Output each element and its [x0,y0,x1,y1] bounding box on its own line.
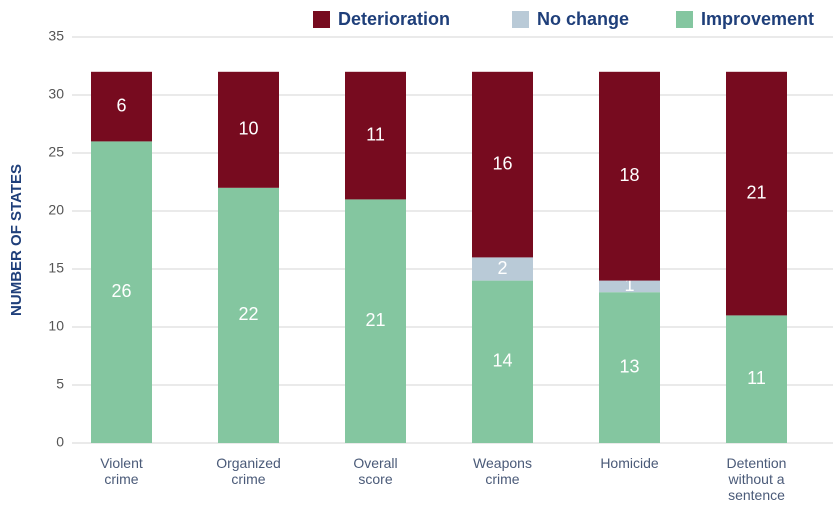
bar-segment [726,315,787,443]
data-label: 11 [747,368,766,388]
y-tick-label: 35 [48,28,64,44]
data-label: 6 [116,95,126,115]
y-tick-label: 10 [48,318,64,334]
bar-segment [91,141,152,443]
data-label: 21 [746,182,766,202]
bar-segment [472,280,533,443]
legend-swatch [676,11,693,28]
x-tick-label: Violent crime [100,455,143,487]
y-tick-label: 25 [48,144,64,160]
bar-segment [472,257,533,281]
y-tick-label: 30 [48,86,64,102]
legend-label: Improvement [701,9,814,29]
data-label: 16 [492,153,512,173]
data-label: 21 [365,310,385,330]
data-label: 14 [492,351,512,371]
data-label: 2 [497,258,507,278]
x-tick-label: Overall score [353,455,398,487]
legend-swatch [313,11,330,28]
data-label: 11 [366,124,385,144]
data-label: 10 [238,119,258,139]
x-tick-label: Homicide [600,455,659,471]
bar-segment [91,71,152,142]
bar-segment [599,280,660,293]
data-label: 13 [619,356,639,376]
y-tick-label: 5 [56,376,64,392]
y-tick-label: 0 [56,434,64,450]
bar-segment [218,71,279,188]
data-label: 26 [111,281,131,301]
y-tick-label: 15 [48,260,64,276]
bar-segment [218,187,279,443]
legend-swatch [512,11,529,28]
bar-segment [726,71,787,316]
data-label: 18 [619,165,639,185]
bar-segment [345,199,406,443]
x-tick-label: Weapons crime [473,455,532,487]
bar-segment [472,71,533,258]
legend-label: No change [537,9,629,29]
x-tick-label: Organized crime [216,455,281,487]
bar-segment [345,71,406,200]
bar-segment [599,292,660,443]
legend-label: Deterioration [338,9,450,29]
bar-segment [599,71,660,281]
y-axis-label: NUMBER OF STATES [8,164,25,316]
x-tick-label: Detention without a sentence [726,455,787,503]
data-label: 22 [238,304,258,324]
y-tick-label: 20 [48,202,64,218]
data-label: 1 [624,275,634,295]
